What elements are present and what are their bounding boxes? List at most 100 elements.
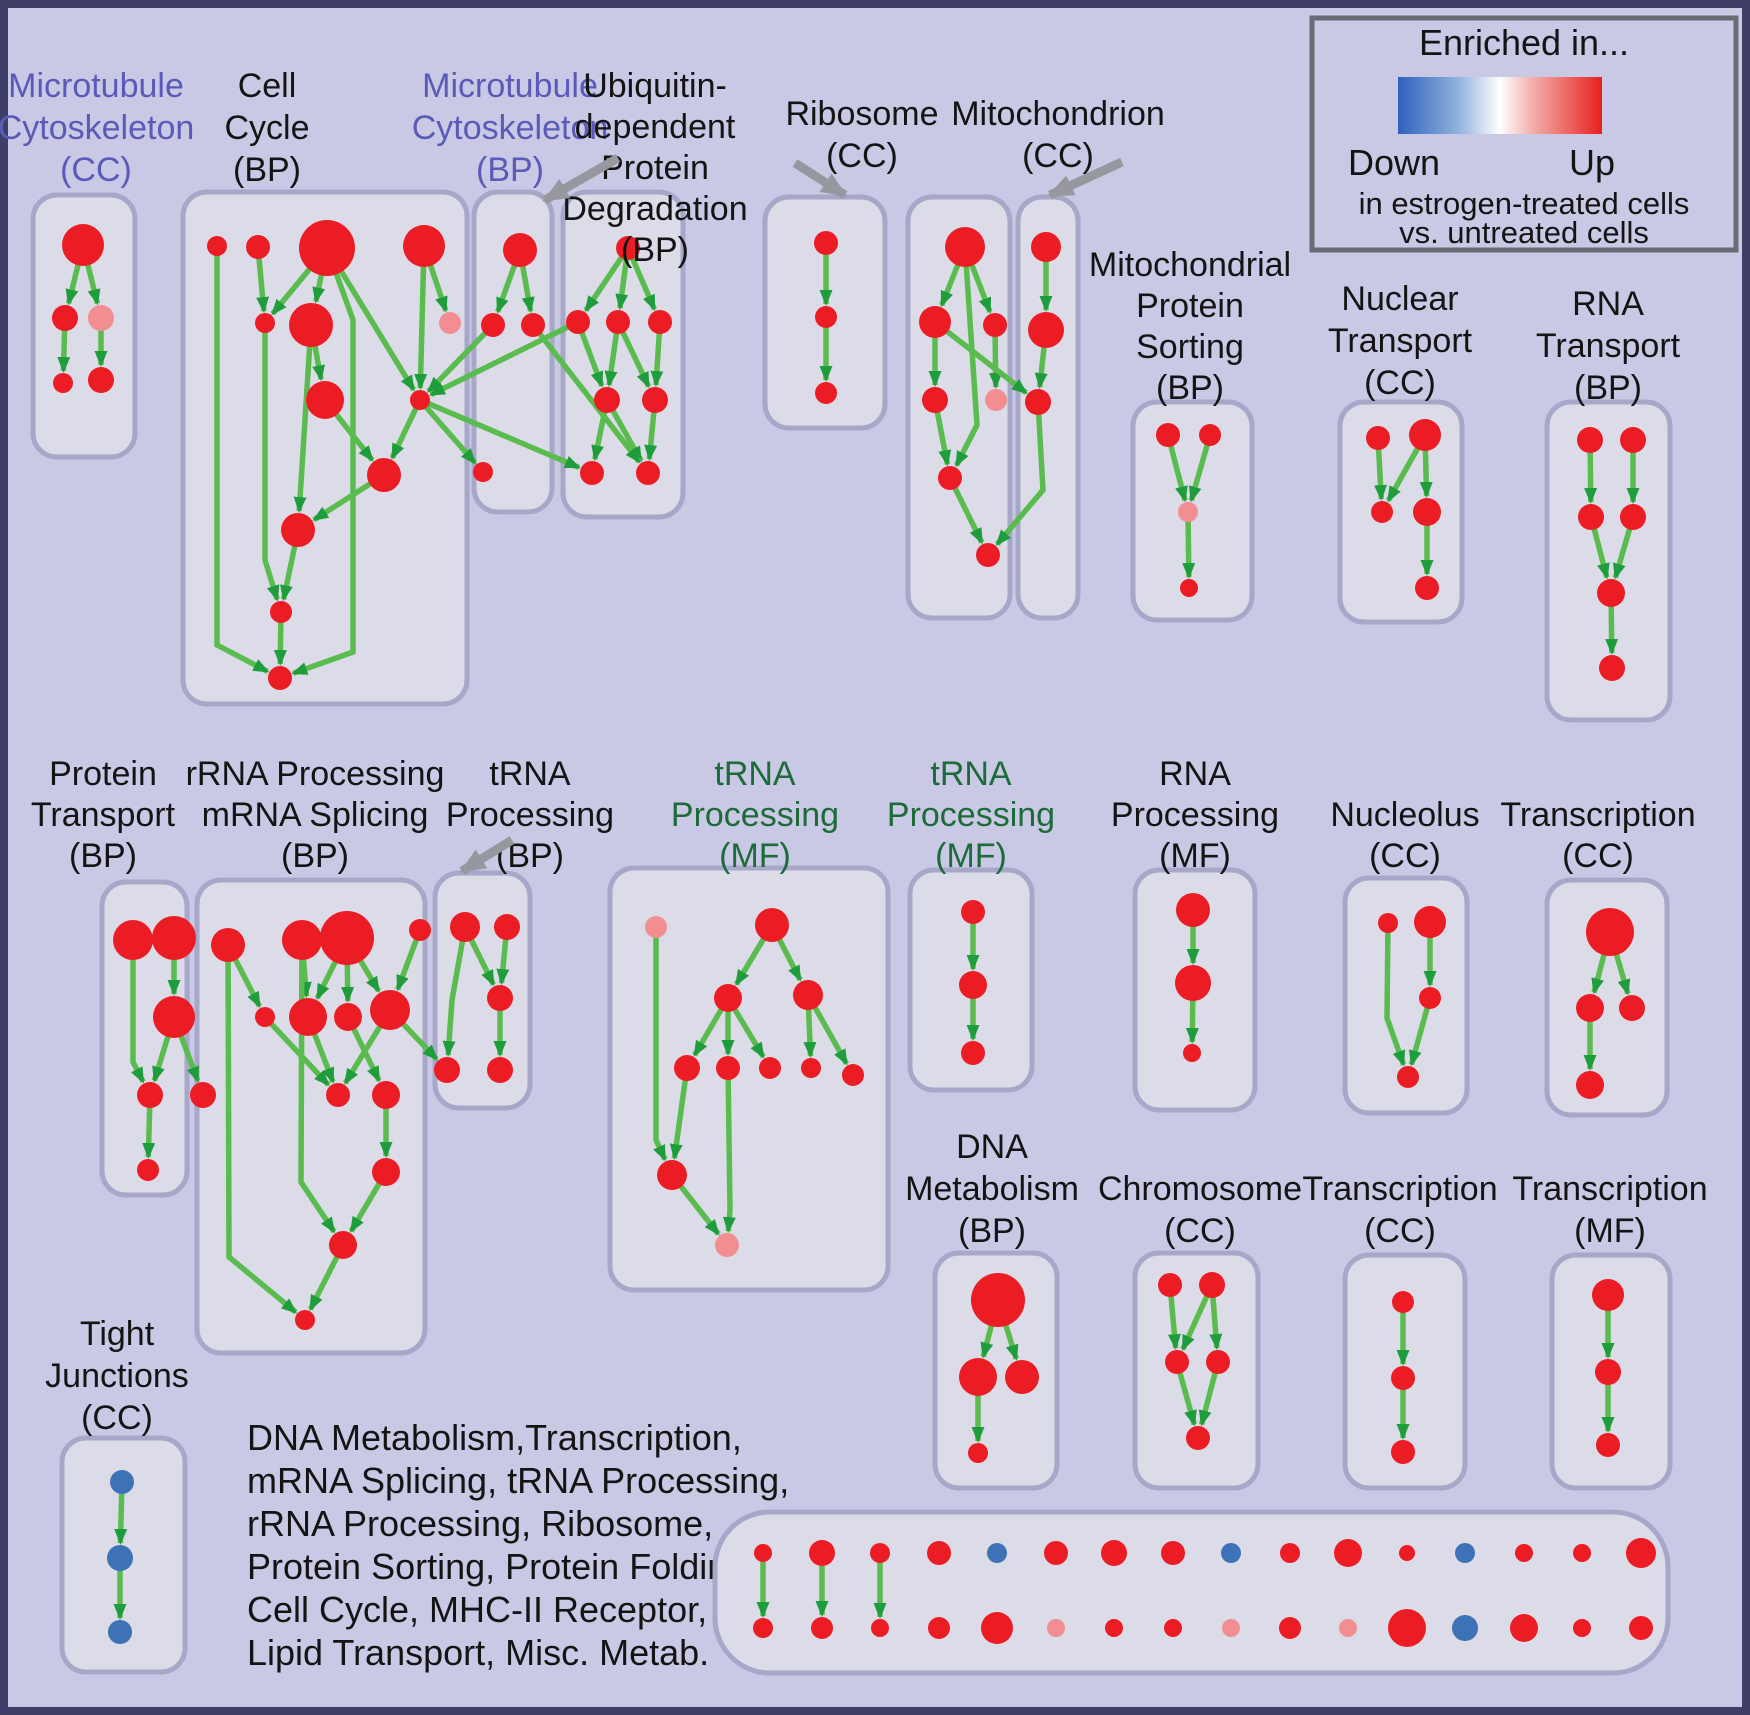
cluster-label-rna_processing_mf: RNA Processing (MF)	[1111, 755, 1279, 875]
edge-arrow	[1385, 446, 1421, 503]
bottom-strip-node-top-7	[1101, 1540, 1127, 1566]
node-protein_transport-p2	[152, 916, 196, 960]
annotation-arrow	[1047, 157, 1124, 200]
edge-arrow	[256, 257, 270, 314]
cluster-label-ubiquitin: Ubiquitin-dependent Protein Degradation (BP…	[562, 67, 747, 269]
node-microtubule_bp-t1	[503, 233, 537, 267]
node-nuclear_transport-n2	[1409, 419, 1441, 451]
node-nucleolus-o3	[1419, 987, 1441, 1009]
bottom-strip-node-top-15	[1573, 1544, 1591, 1562]
edge-arrow	[620, 330, 652, 389]
node-dna_metabolism-d1	[971, 1273, 1025, 1327]
node-protein_transport-p5	[137, 1159, 159, 1181]
node-ubiquitin-u5	[594, 387, 620, 413]
node-cell_cycle-c7	[439, 312, 461, 334]
node-rna_transport-v4	[1620, 504, 1646, 530]
edge-arrow	[496, 938, 510, 986]
node-rna_processing_mf-x2	[1175, 965, 1211, 1001]
edge-arrow	[579, 331, 605, 388]
annotation-arrow	[792, 159, 848, 199]
edge-arrow	[1003, 1323, 1019, 1361]
edge-arrow	[1198, 1371, 1218, 1427]
node-cell_cycle-c12	[270, 601, 292, 623]
edge-arrow	[519, 265, 535, 314]
edge-arrow	[1591, 953, 1607, 995]
node-trna_bp-w0	[450, 912, 480, 942]
node-ubiquitin2-e3	[815, 382, 837, 404]
edge-arrow	[65, 263, 81, 306]
bottom-strip-node-bottom-12	[1388, 1609, 1426, 1647]
edge-arrow	[312, 345, 325, 382]
cluster-label-ribosome: Ribosome (CC)	[785, 95, 938, 175]
edge-arrow	[341, 963, 355, 1003]
edge-arrow	[314, 960, 338, 1000]
edge-arrow	[389, 406, 419, 460]
edge-arrow	[85, 263, 101, 306]
annotation-arrow	[459, 836, 515, 875]
node-rna_transport-v5	[1597, 579, 1625, 607]
edge-arrow	[644, 411, 658, 462]
node-rrna_mrna-q2	[282, 920, 322, 960]
node-chromosome-h5	[1186, 1426, 1210, 1450]
edge-arrow	[342, 1024, 383, 1085]
node-trna_mf_big-z8	[801, 1058, 821, 1078]
cluster-label-microtubule_bp: Microtubule Cytoskeleton (BP)	[412, 67, 609, 189]
edge-arrow	[442, 940, 466, 1057]
bottom-strip-node-bottom-14	[1510, 1614, 1538, 1642]
node-chromosome-h3	[1165, 1350, 1189, 1374]
edge-arrow	[722, 1078, 736, 1234]
edge-arrow	[495, 264, 518, 314]
edge-arrow	[423, 404, 478, 465]
bottom-strip-node-top-3	[870, 1543, 890, 1563]
node-dna_metabolism-d3	[1005, 1360, 1039, 1394]
edge-arrow	[225, 960, 298, 1315]
cluster-box-protein_transport	[99, 879, 190, 1198]
edge-arrow	[934, 411, 952, 467]
edge-arrow	[262, 332, 280, 602]
node-ubiquitin2-e2	[815, 306, 837, 328]
edge-arrow	[178, 1034, 201, 1083]
misc-annotation-line: mRNA Splicing, tRNA Processing,	[247, 1460, 789, 1501]
edge-arrow	[989, 335, 1003, 389]
edge-arrow	[952, 486, 985, 545]
node-transcription_cc_mid-tc4	[1576, 1071, 1604, 1099]
node-transcription_cc2-j2	[1391, 1366, 1415, 1390]
node-transcription_cc2-j3	[1391, 1440, 1415, 1464]
node-ribosome-r5	[985, 389, 1007, 411]
node-rna_transport-v3	[1578, 504, 1604, 530]
node-tight_junctions-b3	[108, 1620, 132, 1644]
cluster-box-dna_metabolism	[932, 1250, 1060, 1491]
edge-arrow	[1605, 605, 1619, 655]
node-cell_cycle-c5	[255, 313, 275, 333]
edge-arrow	[1167, 1295, 1181, 1351]
bottom-strip-node-top-1	[754, 1544, 772, 1562]
cluster-label-protein_transport: Protein Transport (BP)	[31, 755, 176, 875]
node-transcription_mf-k3	[1596, 1433, 1620, 1457]
bottom-strip-node-bottom-10	[1279, 1617, 1301, 1639]
edge-arrow	[273, 621, 287, 666]
node-mito_sorting-s4	[1180, 579, 1198, 597]
node-ubiquitin-u2	[566, 310, 590, 334]
node-microtubule_cc-a3	[88, 305, 114, 331]
edge-arrow	[57, 329, 71, 373]
node-transcription_mf-k1	[1592, 1279, 1624, 1311]
bottom-strip-node-bottom-13	[1452, 1615, 1478, 1641]
node-trna_bp-w2	[487, 1057, 513, 1083]
edge-arrow	[1591, 527, 1610, 580]
cluster-label-trna_mf_small: tRNA Processing (MF)	[887, 755, 1055, 875]
node-rna_processing_mf-x3	[1183, 1044, 1201, 1062]
cluster-box-rna_transport	[1544, 399, 1673, 723]
edge-arrow	[733, 937, 767, 987]
bottom-strip-node-bottom-1	[753, 1618, 773, 1638]
node-ubiquitin-u4	[648, 310, 672, 334]
edge-arrow	[151, 1035, 171, 1083]
node-cell_cycle-c13	[268, 666, 292, 690]
node-mitochondrion-g2	[1028, 312, 1064, 348]
node-trna_mf_big-z6	[716, 1056, 740, 1080]
node-rrna_mrna-q11	[372, 1158, 400, 1186]
bottom-strip-node-bottom-7	[1105, 1619, 1123, 1637]
cluster-label-transcription_cc2: Transcription (CC)	[1302, 1170, 1497, 1250]
edge-arrow	[395, 938, 420, 992]
edge-arrow	[980, 1324, 995, 1359]
